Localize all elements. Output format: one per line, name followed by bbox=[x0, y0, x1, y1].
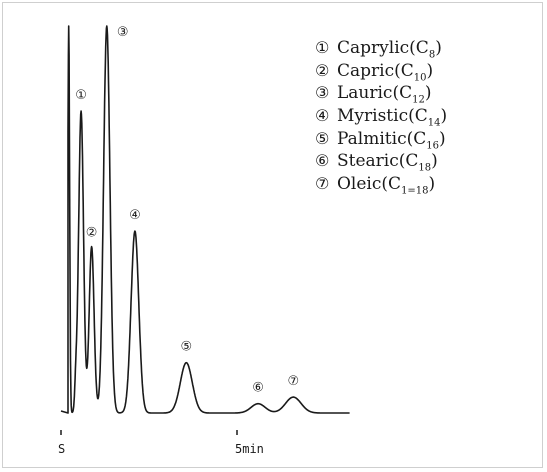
legend-item: ① Caprylic(C8) bbox=[315, 38, 442, 61]
peak-labels: ① ② ③ ④ ⑤ ⑥ ⑦ bbox=[75, 25, 299, 396]
peak-label: ⑥ bbox=[252, 381, 264, 396]
peak-label: ① bbox=[75, 88, 87, 103]
peak-label: ④ bbox=[129, 208, 141, 223]
legend-item: ⑥ Stearic(C18) bbox=[315, 151, 438, 174]
peak-label: ③ bbox=[117, 25, 129, 40]
legend-item: ⑤ Palmitic(C16) bbox=[315, 128, 446, 152]
x-tick-label: S bbox=[58, 442, 65, 456]
chromatogram-trace bbox=[60, 25, 351, 414]
x-tick-label: 5min bbox=[235, 442, 264, 456]
peak-label: ⑤ bbox=[180, 340, 192, 355]
legend-item: ⑦ Oleic(C1=18) bbox=[315, 174, 436, 197]
chart-frame: S 5min ① ② ③ ④ ⑤ ⑥ ⑦ ① Caprylic(C8) ② Capric(C10)… bbox=[2, 2, 543, 468]
legend-item: ③ Lauric(C12) bbox=[315, 83, 432, 106]
peak-label: ⑦ bbox=[287, 374, 299, 389]
legend-item: ④ Myristic(C14) bbox=[315, 106, 448, 129]
x-axis: S 5min bbox=[58, 430, 264, 456]
legend: ① Caprylic(C8) ② Capric(C10) ③ Lauric(C12) … bbox=[315, 37, 448, 197]
peak-label: ② bbox=[86, 226, 98, 241]
legend-item: ② Capric(C10) bbox=[315, 60, 434, 84]
chromatogram-chart: S 5min ① ② ③ ④ ⑤ ⑥ ⑦ bbox=[58, 25, 351, 456]
